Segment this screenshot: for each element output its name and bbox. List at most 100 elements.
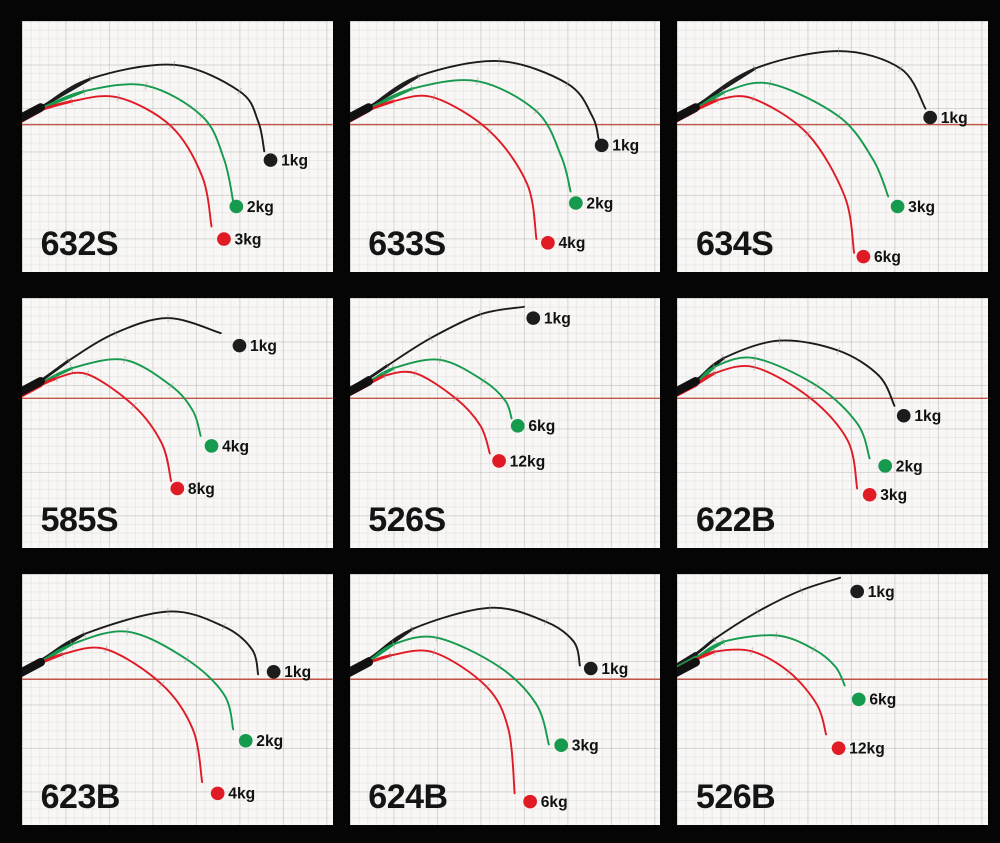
rod-guide-tick — [716, 96, 719, 104]
rod-guide-tick — [799, 586, 804, 595]
rod-guide-tick — [70, 363, 74, 372]
load-dot-8kg — [170, 481, 185, 495]
rod-guide-tick — [431, 93, 436, 102]
rod-guide-tick — [409, 625, 414, 634]
load-label: 3kg — [235, 231, 262, 248]
bend-curve-8kg — [22, 371, 173, 482]
load-label: 2kg — [586, 195, 613, 212]
rod-guide-tick — [483, 683, 490, 691]
rod-guide-tick — [54, 373, 58, 382]
load-dot-6kg — [852, 692, 866, 707]
rod-guide-tick — [438, 355, 441, 364]
model-label: 624B — [368, 777, 448, 816]
bend-curve-base — [677, 652, 699, 669]
rod-guide-tick — [104, 645, 108, 654]
load-label: 4kg — [558, 235, 585, 252]
rod-butt — [349, 376, 373, 396]
load-dot-3kg — [217, 232, 231, 246]
load-label: 3kg — [571, 738, 598, 755]
rod-guide-tick — [221, 623, 227, 631]
panel-585S: 1kg 4kg 8kg 585S — [22, 297, 333, 549]
model-label: 633S — [368, 224, 446, 263]
rod-guide-tick — [779, 336, 781, 345]
rod-guide-tick — [391, 363, 395, 372]
rod-butt — [22, 103, 45, 123]
load-label: 6kg — [874, 249, 901, 266]
rod-guide-tick — [712, 362, 717, 371]
rod-guide-tick — [721, 354, 727, 362]
rod-guide-tick — [410, 84, 414, 93]
rod-guide-tick — [113, 328, 118, 337]
bend-chart: 1kg 3kg 6kg — [677, 47, 988, 266]
rod-guide-tick — [144, 81, 148, 90]
rod-guide-tick — [755, 608, 761, 616]
load-label: 1kg — [250, 338, 277, 355]
bend-chart: 1kg 2kg 4kg — [349, 57, 661, 252]
rod-guide-tick — [753, 362, 757, 371]
rod-guide-tick — [413, 368, 417, 377]
load-label: 6kg — [528, 418, 555, 435]
bend-chart: 1kg 2kg 3kg — [22, 60, 333, 248]
panel-632S: 1kg 2kg 3kg 632S — [22, 21, 333, 272]
bend-curve-2kg — [22, 630, 235, 731]
rod-guide-tick — [236, 87, 243, 95]
rod-guide-tick — [753, 353, 757, 362]
load-dot-4kg — [540, 236, 555, 250]
load-label: 4kg — [222, 438, 249, 455]
rod-guide-tick — [722, 88, 726, 97]
rod-butt — [22, 376, 45, 396]
rod-guide-tick — [431, 648, 436, 657]
rod-guide-tick — [750, 647, 754, 656]
rod-guide-tick — [126, 627, 129, 636]
rod-guide-tick — [712, 368, 717, 377]
rod-guide-tick — [837, 346, 841, 355]
rod-guide-tick — [480, 376, 486, 384]
panel-526S: 1kg 6kg 12kg 526S — [349, 297, 661, 549]
load-label: 1kg — [941, 110, 968, 127]
rod-guide-tick — [391, 640, 395, 649]
rod-guide-tick — [496, 663, 502, 671]
bend-chart: 1kg 2kg 4kg — [22, 607, 333, 803]
rod-guide-tick — [435, 634, 439, 642]
rod-guide-tick — [61, 650, 64, 659]
rod-guide-tick — [388, 651, 392, 660]
rod-guide-tick — [898, 65, 904, 73]
rod-butt — [349, 103, 373, 123]
load-dot-1kg — [850, 585, 865, 599]
load-dot-1kg — [897, 408, 911, 423]
load-dot-1kg — [266, 665, 281, 679]
load-dot-2kg — [878, 458, 893, 473]
load-label: 4kg — [228, 786, 255, 803]
rod-guide-tick — [69, 640, 74, 649]
model-label: 526B — [695, 777, 776, 816]
model-label: 622B — [695, 501, 776, 540]
rod-guide-tick — [116, 93, 120, 102]
rod-butt — [677, 658, 701, 678]
load-label: 1kg — [544, 310, 571, 327]
panel-634S: 1kg 3kg 6kg 634S — [677, 21, 988, 272]
rod-guide-tick — [786, 668, 793, 676]
rod-guide-tick — [751, 94, 756, 103]
rod-guide-tick — [391, 97, 395, 106]
rod-guide-tick — [88, 74, 93, 83]
rod-butt — [22, 658, 45, 678]
bend-curve-1kg — [677, 577, 842, 667]
load-label: 3kg — [909, 199, 936, 216]
model-label: 632S — [40, 224, 119, 263]
load-label: 1kg — [601, 661, 628, 678]
load-label: 6kg — [540, 794, 567, 811]
load-label: 2kg — [896, 458, 923, 475]
load-label: 12kg — [509, 453, 545, 470]
bend-curve-3kg — [22, 95, 213, 228]
bend-curve-1kg — [677, 50, 927, 119]
rod-guide-tick — [532, 107, 540, 115]
load-label: 1kg — [281, 153, 308, 170]
rod-guide-tick — [804, 130, 812, 137]
rod-guide-tick — [814, 381, 820, 390]
bend-chart: 1kg 6kg 12kg — [349, 305, 661, 470]
rod-guide-tick — [769, 79, 772, 88]
load-dot-2kg — [238, 734, 253, 748]
rod-guide-tick — [478, 310, 482, 318]
load-dot-12kg — [491, 453, 506, 468]
bend-curve-2kg — [677, 356, 871, 460]
